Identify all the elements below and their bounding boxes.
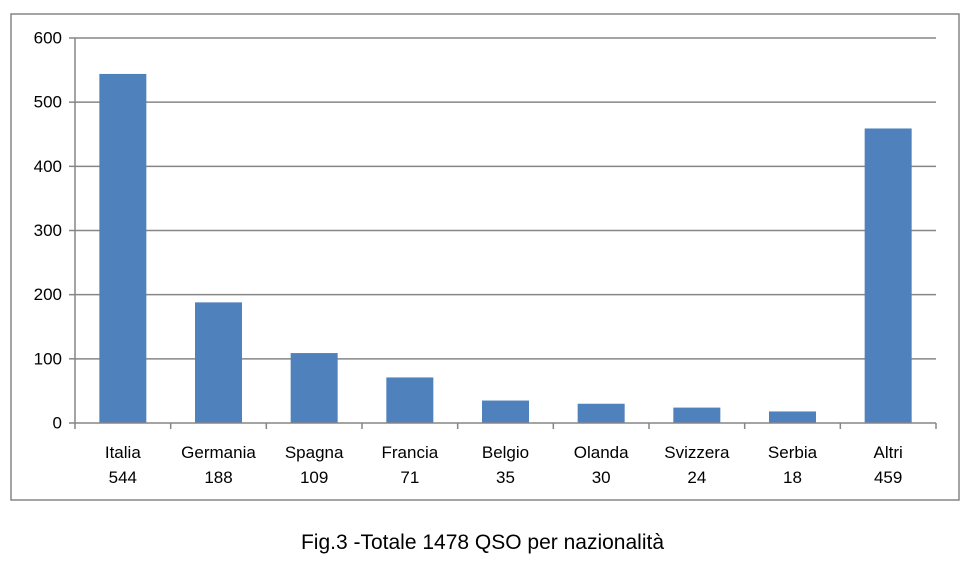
x-tick-value-label: 71 [400, 468, 419, 487]
chart-container: 0 100 200 300 400 500 600 Italia 544 Germania 188 S… [10, 13, 960, 501]
x-tick-value-label: 18 [783, 468, 802, 487]
y-tick-label: 300 [34, 221, 62, 240]
x-tick-label: Italia [105, 443, 141, 462]
bars [99, 73, 912, 423]
x-tick-label: Spagna [285, 443, 344, 462]
bar-belgio [482, 400, 529, 423]
bar-italia [99, 73, 147, 423]
y-tick-label: 400 [34, 157, 62, 176]
bar-svizzera [673, 407, 721, 423]
y-tick-label: 600 [34, 29, 62, 48]
x-tick-value-label: 35 [496, 468, 515, 487]
bar-olanda [577, 403, 625, 423]
x-tick-label: Belgio [482, 443, 529, 462]
x-tick-label: Serbia [768, 443, 818, 462]
bar-serbia [769, 411, 816, 423]
y-tick-label: 100 [34, 349, 62, 368]
bar-altri [864, 128, 912, 423]
x-tick-label: Francia [381, 443, 438, 462]
y-tick-label: 200 [34, 285, 62, 304]
x-tick-label: Svizzera [664, 443, 730, 462]
bar-germania [195, 302, 242, 423]
x-tick-value-label: 24 [687, 468, 706, 487]
figure-caption: Fig.3 -Totale 1478 QSO per nazionalità [300, 531, 665, 554]
y-tick-label: 0 [53, 414, 62, 433]
gridlines [75, 37, 936, 360]
x-tick-label: Olanda [574, 443, 629, 462]
axes [69, 37, 937, 429]
chart-border [10, 13, 960, 501]
x-tick-value-label: 459 [874, 468, 902, 487]
bar-chart: 0 100 200 300 400 500 600 Italia 544 Germania 188 S… [10, 13, 960, 501]
x-tick-value-label: 544 [109, 468, 137, 487]
x-tick-label: Germania [181, 443, 256, 462]
bar-francia [386, 377, 434, 423]
x-tick-label: Altri [874, 443, 903, 462]
y-tick-label: 500 [34, 93, 62, 112]
tick-labels: 0 100 200 300 400 500 600 Italia 544 Germania 188 S… [34, 29, 903, 488]
x-tick-value-label: 30 [592, 468, 611, 487]
x-tick-value-label: 188 [204, 468, 232, 487]
x-tick-value-label: 109 [300, 468, 328, 487]
bar-spagna [290, 353, 338, 423]
